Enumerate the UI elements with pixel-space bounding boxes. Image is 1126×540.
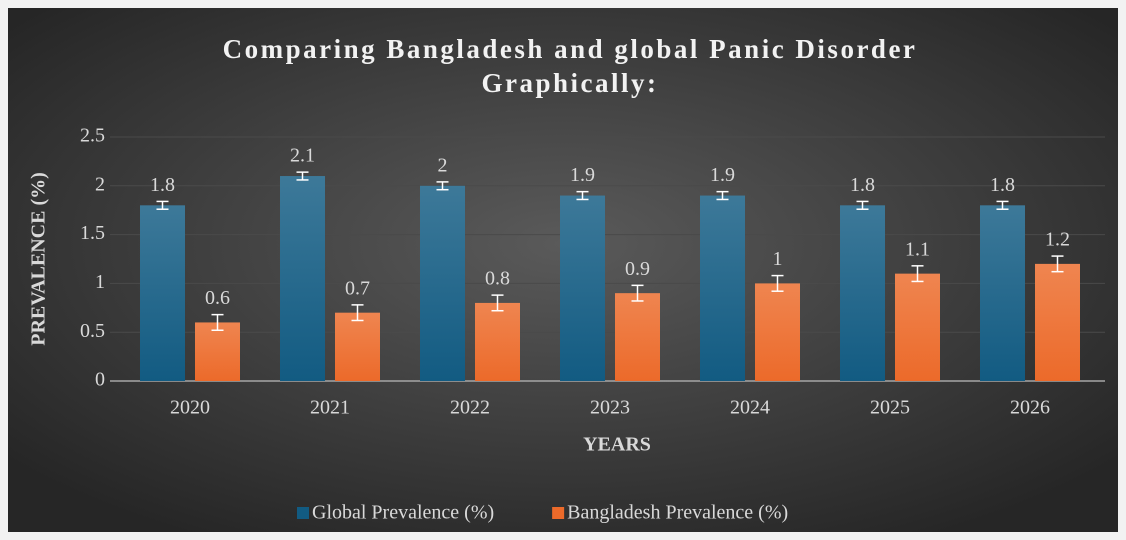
y-tick-label: 0.5 bbox=[80, 320, 105, 342]
bar bbox=[475, 302, 520, 381]
x-tick-label: 2023 bbox=[590, 397, 630, 419]
bar bbox=[615, 293, 660, 381]
error-bar bbox=[351, 304, 364, 322]
bar bbox=[560, 195, 605, 381]
bar bbox=[420, 185, 465, 381]
data-label: 1.8 bbox=[990, 174, 1015, 196]
error-bar bbox=[856, 200, 869, 210]
error-bar bbox=[771, 274, 784, 292]
chart-title: Comparing Bangladesh and global Panic Di… bbox=[223, 34, 918, 64]
bar bbox=[280, 176, 325, 381]
error-bar bbox=[911, 265, 924, 283]
bar bbox=[1035, 263, 1080, 381]
x-tick-label: 2020 bbox=[170, 397, 210, 419]
data-label: 1.8 bbox=[150, 174, 175, 196]
data-label: 0.8 bbox=[485, 268, 510, 290]
chart-title: Graphically: bbox=[482, 68, 659, 98]
error-bar bbox=[211, 313, 224, 331]
x-tick-label: 2026 bbox=[1010, 397, 1050, 419]
x-tick-label: 2022 bbox=[450, 397, 490, 419]
y-tick-label: 2.5 bbox=[80, 125, 105, 147]
legend-swatch bbox=[297, 507, 309, 519]
bar bbox=[755, 283, 800, 381]
error-bar bbox=[716, 190, 729, 201]
error-bar bbox=[576, 190, 589, 201]
bar bbox=[840, 205, 885, 381]
data-label: 1.8 bbox=[850, 174, 875, 196]
x-axis-title: YEARS bbox=[583, 434, 651, 456]
x-tick-label: 2024 bbox=[730, 397, 770, 419]
y-tick-label: 1 bbox=[95, 271, 105, 293]
legend-label: Global Prevalence (%) bbox=[312, 502, 494, 524]
x-tick-label: 2021 bbox=[310, 397, 350, 419]
data-label: 1 bbox=[773, 248, 783, 270]
y-tick-label: 2 bbox=[95, 173, 105, 195]
data-label: 2.1 bbox=[290, 145, 315, 167]
x-tick-label: 2025 bbox=[870, 397, 910, 419]
data-label: 0.9 bbox=[625, 258, 650, 280]
y-tick-label: 0 bbox=[95, 369, 105, 391]
data-label: 1.9 bbox=[570, 164, 595, 186]
bar bbox=[895, 273, 940, 381]
legend-swatch bbox=[552, 507, 565, 519]
error-bar bbox=[296, 171, 309, 181]
error-bar bbox=[996, 200, 1009, 210]
bar bbox=[980, 205, 1025, 381]
data-label: 1.2 bbox=[1045, 229, 1070, 251]
bar bbox=[195, 322, 240, 381]
data-label: 1.1 bbox=[905, 238, 930, 260]
data-label: 1.9 bbox=[710, 164, 735, 186]
error-bar bbox=[631, 284, 644, 302]
y-tick-label: 1.5 bbox=[80, 222, 105, 244]
bar bbox=[700, 195, 745, 381]
data-label: 0.6 bbox=[205, 287, 230, 309]
error-bar bbox=[156, 200, 169, 210]
error-bar bbox=[491, 294, 504, 312]
bar bbox=[140, 205, 185, 381]
data-label: 2 bbox=[438, 154, 448, 176]
legend-label: Bangladesh Prevalence (%) bbox=[567, 502, 788, 524]
y-axis-title: PREVALENCE (%) bbox=[28, 172, 50, 346]
error-bar bbox=[436, 181, 449, 191]
data-label: 0.7 bbox=[345, 277, 370, 299]
bar bbox=[335, 312, 380, 381]
error-bar bbox=[1051, 255, 1064, 273]
